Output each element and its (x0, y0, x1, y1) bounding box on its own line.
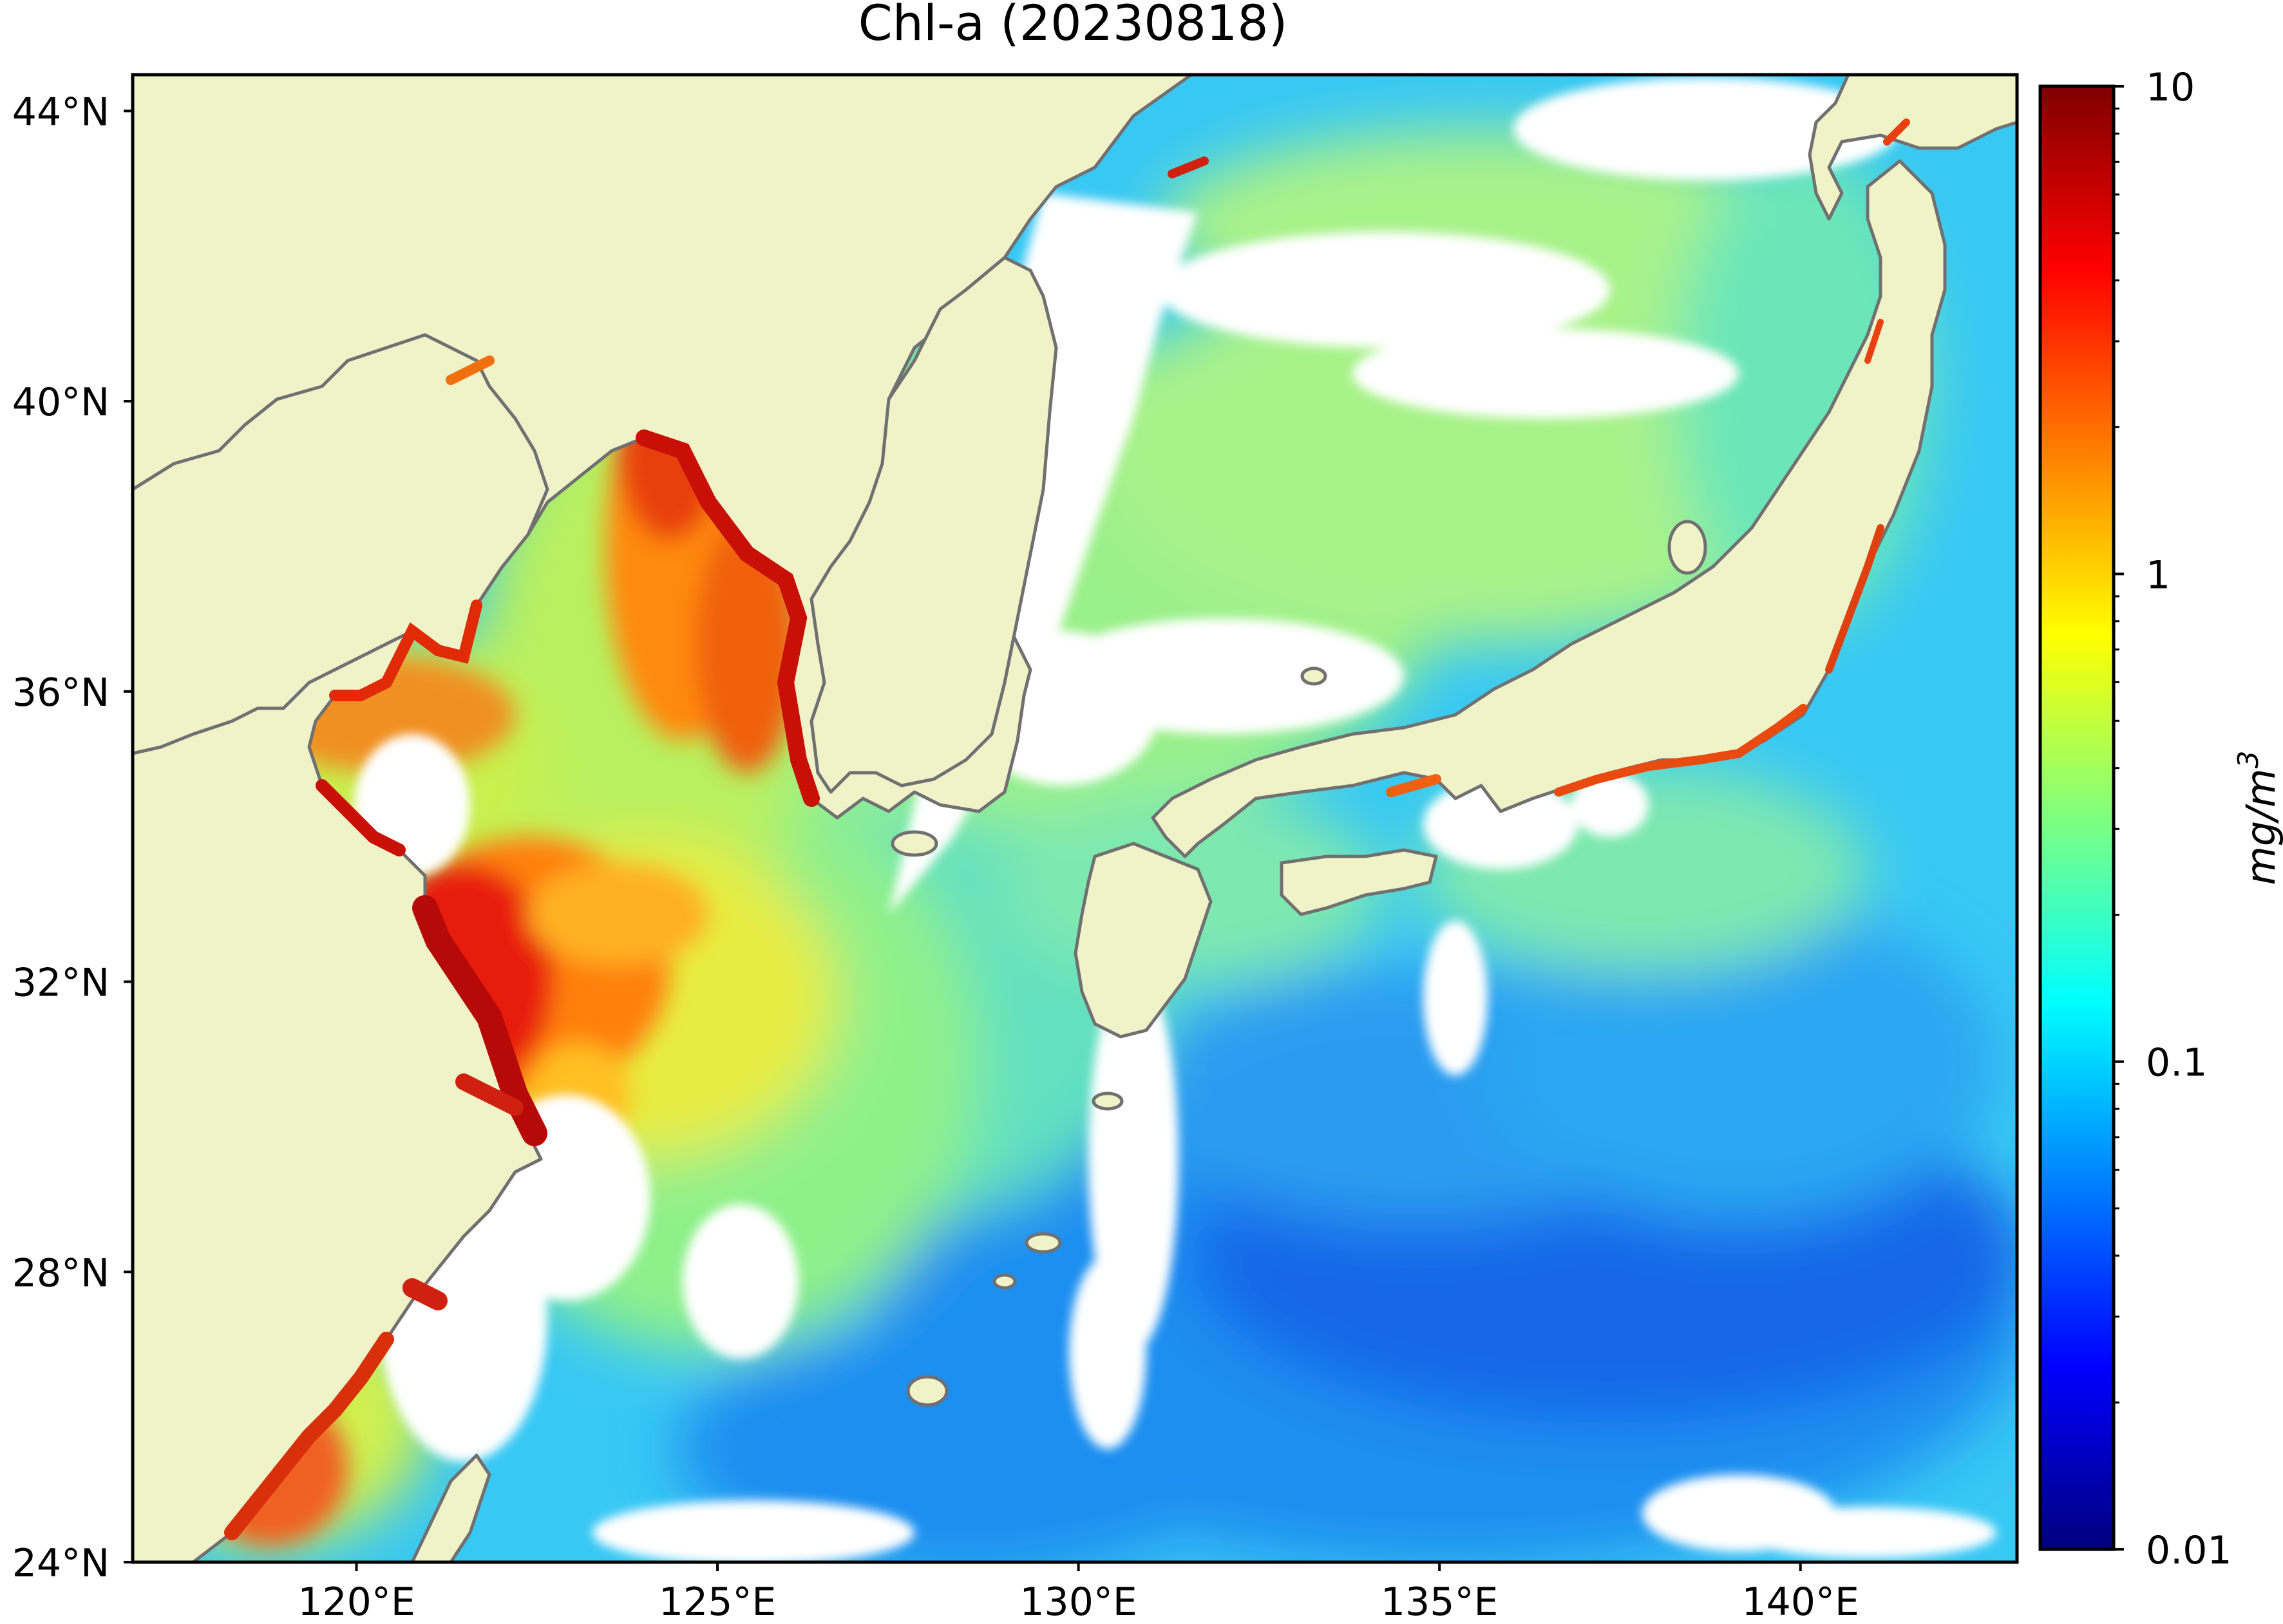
lon-tick-label: 120°E (298, 1580, 415, 1624)
lat-tick-label: 36°N (12, 670, 109, 715)
lon-tick-label: 135°E (1381, 1580, 1498, 1624)
sado-island (1667, 520, 1707, 575)
lat-tick-label: 44°N (12, 90, 109, 135)
colorbar-tick-label: 0.1 (2146, 1041, 2207, 1086)
map-area (133, 75, 2017, 1562)
ryukyu-island (992, 1273, 1017, 1290)
colorbar-tick-label: 0.01 (2146, 1528, 2232, 1573)
colorbar-label: mg/m3 (2232, 750, 2283, 885)
taiwan (410, 1453, 491, 1562)
land (133, 75, 2017, 1562)
lon-tick-label: 140°E (1741, 1580, 1859, 1624)
colorbar-tick-label: 1 (2146, 552, 2170, 598)
jeju-island (891, 830, 938, 857)
korean-peninsula (810, 256, 1058, 794)
colorbar: 10 1 0.1 0.01 mg/m3 (2038, 65, 2283, 1573)
lat-tick-label: 28°N (12, 1251, 109, 1296)
lon-tick-label: 125°E (659, 1580, 776, 1624)
colorbar-gradient (2038, 84, 2116, 1551)
lat-tick-label: 40°N (12, 380, 109, 425)
shikoku (1280, 848, 1438, 916)
lat-tick-label: 32°N (12, 961, 109, 1006)
kyushu (1074, 842, 1213, 1039)
lon-tick-label: 130°E (1019, 1580, 1137, 1624)
ryukyu-island (1092, 1091, 1124, 1111)
colorbar-tick-label: 10 (2146, 65, 2195, 110)
ryukyu-island (1025, 1232, 1062, 1254)
coastal-bloom-rims (224, 118, 1910, 1540)
latitude-axis: 44°N 40°N 36°N 32°N 28°N 24°N (12, 90, 133, 1586)
hokkaido (1808, 75, 2017, 221)
longitude-axis: 120°E 125°E 130°E 135°E 140°E (298, 1562, 1859, 1624)
lat-tick-label: 24°N (12, 1541, 109, 1586)
oki-island (1300, 666, 1327, 686)
map-title: Chl-a (20230818) (858, 0, 1288, 52)
ryukyu-island (906, 1375, 949, 1407)
map-frame (131, 73, 2019, 1564)
colorbar-ticks: 10 1 0.1 0.01 (2114, 65, 2232, 1573)
